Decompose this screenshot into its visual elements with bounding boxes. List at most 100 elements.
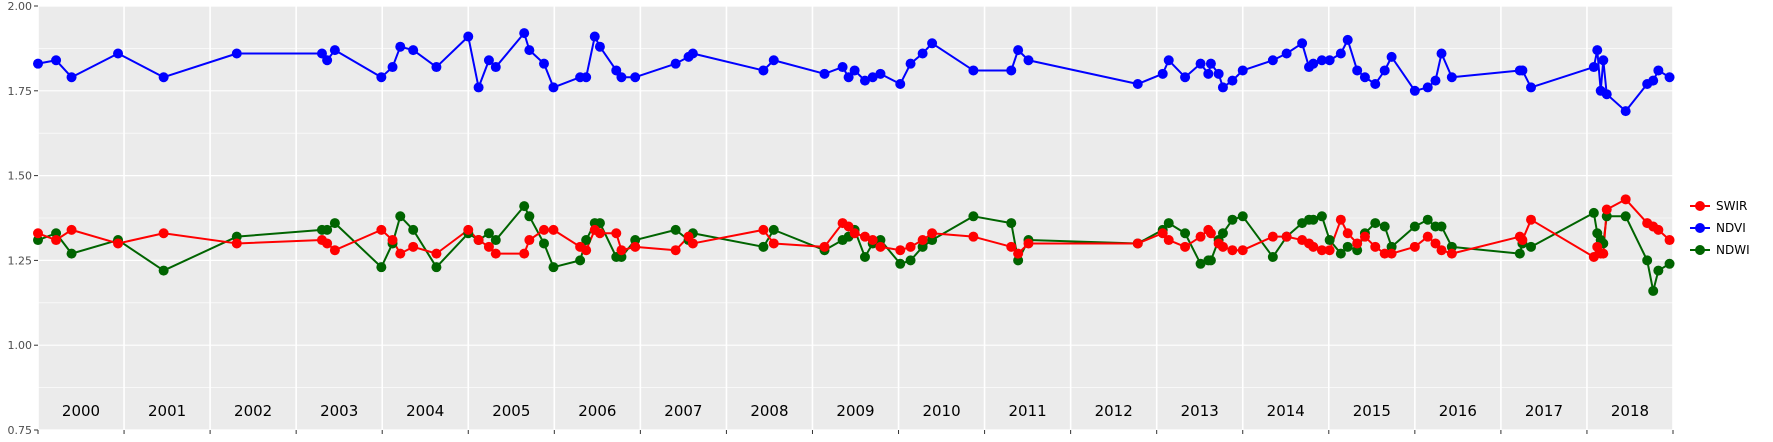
data-point-ndvi xyxy=(1213,68,1224,79)
y-tick-label: 1.75 xyxy=(8,85,33,98)
data-point-ndwi xyxy=(431,262,442,273)
data-point-ndvi xyxy=(1352,65,1363,76)
data-point-ndwi xyxy=(1316,211,1327,222)
data-point-ndvi xyxy=(1227,75,1238,86)
data-point-ndwi xyxy=(670,224,681,235)
data-point-ndwi xyxy=(594,218,605,229)
data-point-swir xyxy=(758,224,769,235)
data-point-swir xyxy=(1335,214,1346,225)
data-point-ndvi xyxy=(1217,82,1228,93)
data-point-swir xyxy=(490,248,501,259)
data-point-ndvi xyxy=(1281,48,1292,59)
data-point-ndwi xyxy=(524,211,535,222)
data-point-swir xyxy=(66,224,77,235)
data-point-swir xyxy=(408,241,419,252)
data-point-swir xyxy=(1598,248,1609,259)
data-point-ndvi xyxy=(687,48,698,59)
data-point-ndvi xyxy=(1023,55,1034,66)
data-point-ndwi xyxy=(1409,221,1420,232)
data-point-swir xyxy=(1013,248,1024,259)
data-point-swir xyxy=(158,228,169,239)
data-point-ndwi xyxy=(1514,248,1525,259)
data-point-swir xyxy=(51,235,62,246)
data-point-ndvi xyxy=(1370,79,1381,90)
data-point-swir xyxy=(1205,228,1216,239)
data-point-swir xyxy=(687,238,698,249)
year-label: 2013 xyxy=(1181,402,1219,420)
data-point-swir xyxy=(1006,241,1017,252)
data-point-ndvi xyxy=(490,62,501,73)
data-point-ndvi xyxy=(1324,55,1335,66)
data-point-ndvi xyxy=(548,82,559,93)
data-point-ndvi xyxy=(849,65,860,76)
data-point-swir xyxy=(1436,245,1447,256)
data-point-ndvi xyxy=(1446,72,1457,83)
data-point-swir xyxy=(905,241,916,252)
data-point-ndwi xyxy=(1653,265,1664,276)
data-point-ndvi xyxy=(1297,38,1308,49)
data-point-swir xyxy=(849,228,860,239)
data-point-ndvi xyxy=(1526,82,1537,93)
data-point-ndvi xyxy=(231,48,242,59)
data-point-swir xyxy=(581,245,592,256)
data-point-swir xyxy=(1227,245,1238,256)
data-point-swir xyxy=(483,241,494,252)
y-tick-label: 1.25 xyxy=(8,254,33,267)
data-point-ndwi xyxy=(859,252,870,263)
legend-key-point xyxy=(1695,245,1705,255)
data-point-swir xyxy=(670,245,681,256)
data-point-ndwi xyxy=(329,218,340,229)
data-point-ndvi xyxy=(1237,65,1248,76)
data-point-swir xyxy=(1386,248,1397,259)
data-point-ndwi xyxy=(575,255,586,266)
data-point-swir xyxy=(113,238,124,249)
data-point-ndvi xyxy=(408,45,419,56)
data-point-ndvi xyxy=(316,48,327,59)
data-point-swir xyxy=(1281,231,1292,242)
data-point-ndvi xyxy=(1203,68,1214,79)
data-point-swir xyxy=(630,241,641,252)
data-point-ndvi xyxy=(538,58,549,69)
data-point-ndvi xyxy=(329,45,340,56)
data-point-swir xyxy=(819,241,830,252)
data-point-ndvi xyxy=(895,79,906,90)
data-point-swir xyxy=(875,241,886,252)
y-tick-label: 1.50 xyxy=(8,170,33,183)
data-point-ndvi xyxy=(859,75,870,86)
data-point-swir xyxy=(1517,235,1528,246)
data-point-ndwi xyxy=(538,238,549,249)
data-point-ndwi xyxy=(895,258,906,269)
data-point-swir xyxy=(895,245,906,256)
data-point-ndvi xyxy=(1195,58,1206,69)
data-point-swir xyxy=(387,235,398,246)
data-point-ndwi xyxy=(1335,248,1346,259)
data-point-ndvi xyxy=(113,48,124,59)
data-point-ndvi xyxy=(1157,68,1168,79)
data-point-ndvi xyxy=(1163,55,1174,66)
data-point-ndvi xyxy=(1653,65,1664,76)
data-point-ndvi xyxy=(1386,51,1397,62)
data-point-ndwi xyxy=(758,241,769,252)
data-point-ndvi xyxy=(630,72,641,83)
data-point-ndvi xyxy=(875,68,886,79)
grid-lines xyxy=(37,5,1674,431)
data-point-ndwi xyxy=(1370,218,1381,229)
data-point-ndvi xyxy=(322,55,333,66)
year-label: 2004 xyxy=(406,402,444,420)
data-point-ndwi xyxy=(66,248,77,259)
data-point-ndwi xyxy=(1342,241,1353,252)
data-point-ndvi xyxy=(917,48,928,59)
data-point-ndvi xyxy=(611,65,622,76)
data-point-ndwi xyxy=(322,224,333,235)
year-label: 2001 xyxy=(148,402,186,420)
data-point-swir xyxy=(329,245,340,256)
year-label: 2014 xyxy=(1267,402,1305,420)
data-point-ndvi xyxy=(376,72,387,83)
data-point-ndvi xyxy=(1430,75,1441,86)
data-point-swir xyxy=(859,231,870,242)
year-label: 2000 xyxy=(62,402,100,420)
data-point-swir xyxy=(548,224,559,235)
data-point-ndvi xyxy=(968,65,979,76)
data-point-swir xyxy=(1308,241,1319,252)
data-point-ndvi xyxy=(867,72,878,83)
